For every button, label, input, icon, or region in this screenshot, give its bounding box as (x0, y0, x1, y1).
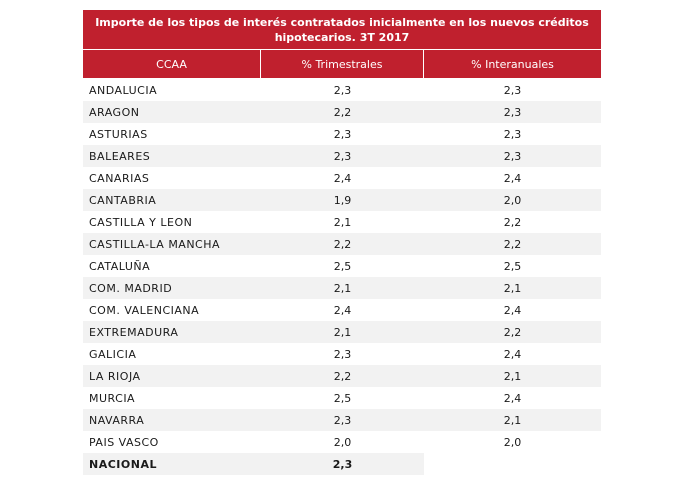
interanual-cell: 2,4 (503, 391, 522, 405)
interanual-cell: 2,2 (503, 325, 522, 339)
interanual-cell: 2,2 (503, 215, 522, 229)
ccaa-cell: CANARIAS (89, 171, 150, 185)
interanual-cell: 2,0 (503, 193, 522, 207)
total-interanual (424, 453, 601, 475)
trimestral-cell: 2,3 (333, 149, 352, 163)
interest-rate-table: Importe de los tipos de interés contrata… (83, 10, 601, 475)
interanual-cell: 2,1 (503, 281, 522, 295)
header-interanuales: % Interanuales (471, 57, 554, 71)
table-header-row: CCAA % Trimestrales % Interanuales (83, 50, 601, 78)
table-row: EXTREMADURA 2,1 2,2 (83, 321, 601, 343)
table-row: NAVARRA 2,3 2,1 (83, 409, 601, 431)
table-title-line-1: Importe de los tipos de interés contrata… (95, 16, 589, 29)
table-row: LA RIOJA 2,2 2,1 (83, 365, 601, 387)
table-row: ARAGON 2,2 2,3 (83, 101, 601, 123)
trimestral-cell: 2,1 (333, 325, 352, 339)
interanual-cell: 2,4 (503, 303, 522, 317)
interanual-cell: 2,0 (503, 435, 522, 449)
trimestral-cell: 2,5 (333, 259, 352, 273)
table-row: COM. VALENCIANA 2,4 2,4 (83, 299, 601, 321)
table-row: ANDALUCIA 2,3 2,3 (83, 79, 601, 101)
ccaa-cell: MURCIA (89, 391, 136, 405)
interanual-cell: 2,3 (503, 83, 522, 97)
trimestral-cell: 1,9 (333, 193, 352, 207)
header-trimestrales: % Trimestrales (261, 50, 424, 78)
interanual-cell: 2,1 (503, 413, 522, 427)
trimestral-cell: 2,2 (333, 369, 352, 383)
trimestral-cell: 2,1 (333, 215, 352, 229)
interanual-cell: 2,4 (503, 171, 522, 185)
trimestral-cell: 2,3 (333, 127, 352, 141)
table-row: PAIS VASCO 2,0 2,0 (83, 431, 601, 453)
interanual-cell: 2,1 (503, 369, 522, 383)
table-row: CASTILLA-LA MANCHA 2,2 2,2 (83, 233, 601, 255)
ccaa-cell: CASTILLA Y LEON (89, 215, 193, 229)
header-ccaa: CCAA (83, 50, 261, 78)
total-label: NACIONAL (89, 457, 157, 471)
table-title: Importe de los tipos de interés contrata… (83, 10, 601, 50)
interanual-cell: 2,3 (503, 149, 522, 163)
trimestral-cell: 2,2 (333, 105, 352, 119)
table-row: CASTILLA Y LEON 2,1 2,2 (83, 211, 601, 233)
table-body: ANDALUCIA 2,3 2,3 ARAGON 2,2 2,3 ASTURIAS 2,3 2,… (83, 79, 601, 475)
ccaa-cell: ASTURIAS (89, 127, 148, 141)
ccaa-cell: PAIS VASCO (89, 435, 159, 449)
ccaa-cell: BALEARES (89, 149, 151, 163)
interanual-cell: 2,2 (503, 237, 522, 251)
table-row: BALEARES 2,3 2,3 (83, 145, 601, 167)
ccaa-cell: EXTREMADURA (89, 325, 179, 339)
ccaa-cell: LA RIOJA (89, 369, 141, 383)
table-row: CATALUÑA 2,5 2,5 (83, 255, 601, 277)
interanual-cell: 2,4 (503, 347, 522, 361)
interanual-cell: 2,5 (503, 259, 522, 273)
table-row: GALICIA 2,3 2,4 (83, 343, 601, 365)
total-row: NACIONAL 2,3 (83, 453, 601, 475)
trimestral-cell: 2,3 (333, 347, 352, 361)
trimestral-cell: 2,3 (333, 83, 352, 97)
ccaa-cell: ARAGON (89, 105, 140, 119)
trimestral-cell: 2,1 (333, 281, 352, 295)
trimestral-cell: 2,4 (333, 303, 352, 317)
ccaa-cell: CATALUÑA (89, 259, 151, 273)
trimestral-cell: 2,2 (333, 237, 352, 251)
ccaa-cell: COM. MADRID (89, 281, 173, 295)
ccaa-cell: GALICIA (89, 347, 137, 361)
trimestral-cell: 2,4 (333, 171, 352, 185)
ccaa-cell: ANDALUCIA (89, 83, 158, 97)
ccaa-cell: CANTABRIA (89, 193, 157, 207)
trimestral-cell: 2,3 (333, 413, 352, 427)
ccaa-cell: CASTILLA-LA MANCHA (89, 237, 221, 251)
ccaa-cell: NAVARRA (89, 413, 145, 427)
ccaa-cell: COM. VALENCIANA (89, 303, 200, 317)
table-row: CANTABRIA 1,9 2,0 (83, 189, 601, 211)
table-title-line-2: hipotecarios. 3T 2017 (274, 31, 410, 44)
trimestral-cell: 2,5 (333, 391, 352, 405)
table-row: COM. MADRID 2,1 2,1 (83, 277, 601, 299)
interanual-cell: 2,3 (503, 127, 522, 141)
table-row: ASTURIAS 2,3 2,3 (83, 123, 601, 145)
trimestral-cell: 2,0 (333, 435, 352, 449)
total-trimestral: 2,3 (332, 457, 353, 471)
table-row: CANARIAS 2,4 2,4 (83, 167, 601, 189)
interanual-cell: 2,3 (503, 105, 522, 119)
table-row: MURCIA 2,5 2,4 (83, 387, 601, 409)
